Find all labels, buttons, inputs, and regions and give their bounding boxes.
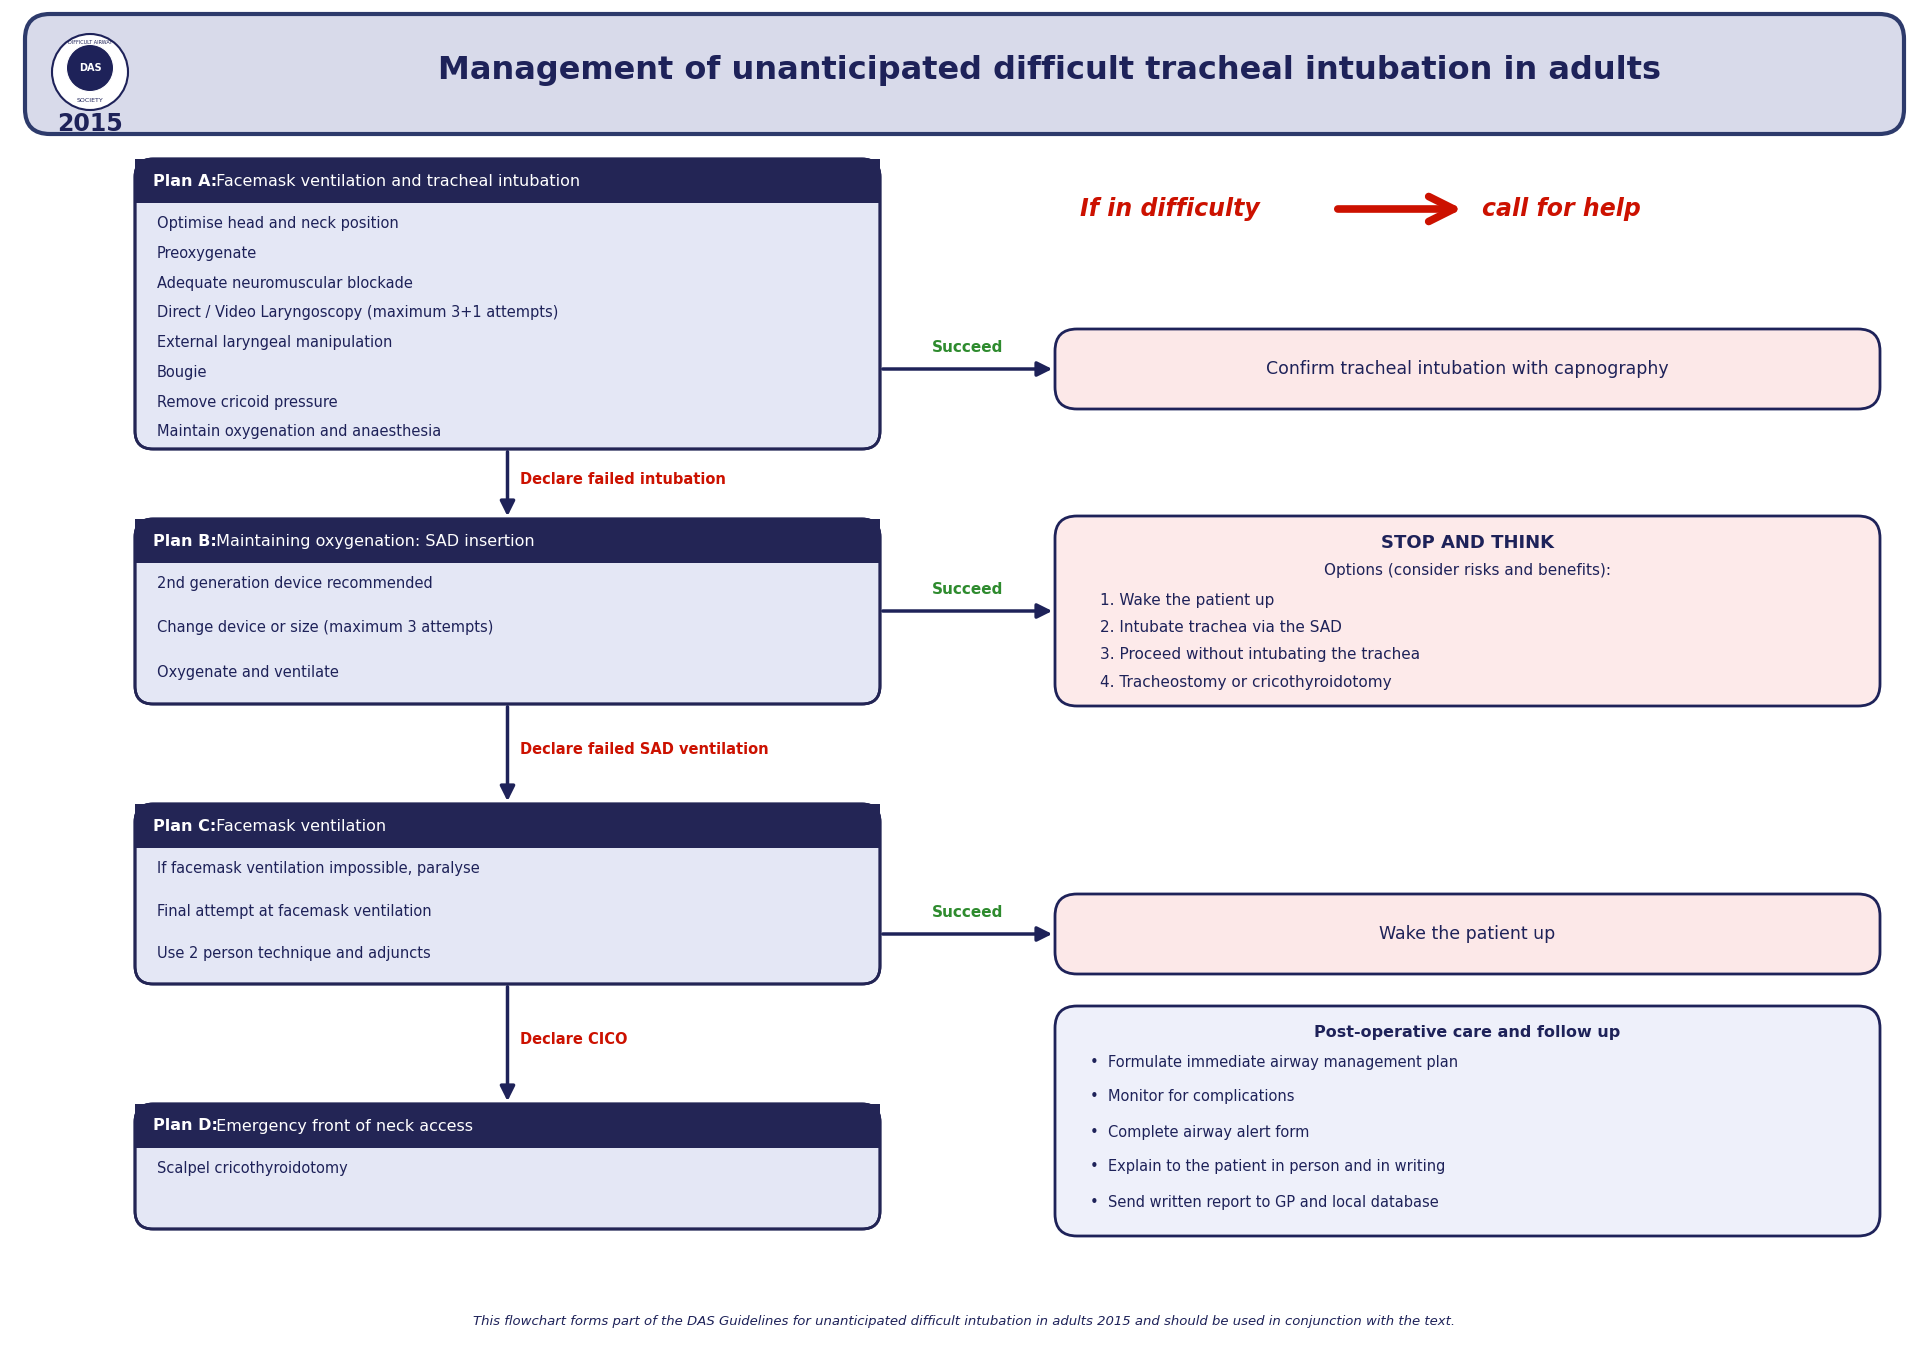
Text: Declare CICO: Declare CICO bbox=[519, 1031, 627, 1046]
Text: External laryngeal manipulation: External laryngeal manipulation bbox=[156, 336, 392, 351]
Text: Options (consider risks and benefits):: Options (consider risks and benefits): bbox=[1323, 563, 1611, 578]
Bar bbox=[135, 803, 880, 848]
Text: Facemask ventilation and tracheal intubation: Facemask ventilation and tracheal intuba… bbox=[210, 173, 581, 188]
Text: 1. Wake the patient up: 1. Wake the patient up bbox=[1100, 593, 1275, 608]
Text: Succeed: Succeed bbox=[932, 904, 1003, 919]
Text: If in difficulty: If in difficulty bbox=[1080, 196, 1260, 221]
Text: Declare failed intubation: Declare failed intubation bbox=[519, 472, 725, 487]
Text: Maintain oxygenation and anaesthesia: Maintain oxygenation and anaesthesia bbox=[156, 424, 442, 439]
Text: SOCIETY: SOCIETY bbox=[77, 98, 104, 104]
FancyBboxPatch shape bbox=[1055, 516, 1881, 707]
Bar bbox=[135, 160, 880, 203]
Text: Confirm tracheal intubation with capnography: Confirm tracheal intubation with capnogr… bbox=[1265, 360, 1669, 378]
Text: Post-operative care and follow up: Post-operative care and follow up bbox=[1314, 1024, 1620, 1039]
Text: •  Send written report to GP and local database: • Send written report to GP and local da… bbox=[1090, 1195, 1439, 1210]
Text: Use 2 person technique and adjuncts: Use 2 person technique and adjuncts bbox=[156, 947, 430, 962]
Text: Preoxygenate: Preoxygenate bbox=[156, 246, 257, 261]
Text: Maintaining oxygenation: SAD insertion: Maintaining oxygenation: SAD insertion bbox=[210, 533, 534, 548]
Text: call for help: call for help bbox=[1481, 196, 1642, 221]
Text: 2nd generation device recommended: 2nd generation device recommended bbox=[156, 576, 432, 591]
FancyBboxPatch shape bbox=[1055, 893, 1881, 974]
Text: Scalpel cricothyroidotomy: Scalpel cricothyroidotomy bbox=[156, 1161, 347, 1176]
FancyBboxPatch shape bbox=[135, 518, 880, 704]
Text: Facemask ventilation: Facemask ventilation bbox=[210, 818, 386, 833]
Text: Plan D:: Plan D: bbox=[152, 1118, 218, 1133]
Text: Wake the patient up: Wake the patient up bbox=[1379, 925, 1555, 943]
Text: Plan B:: Plan B: bbox=[152, 533, 216, 548]
FancyBboxPatch shape bbox=[135, 1103, 880, 1229]
Circle shape bbox=[52, 34, 127, 110]
FancyBboxPatch shape bbox=[135, 160, 880, 449]
Text: Direct / Video Laryngoscopy (maximum 3+1 attempts): Direct / Video Laryngoscopy (maximum 3+1… bbox=[156, 306, 557, 321]
Text: Emergency front of neck access: Emergency front of neck access bbox=[210, 1118, 473, 1133]
Text: Plan A:: Plan A: bbox=[152, 173, 218, 188]
Text: DIFFICULT AIRWAY: DIFFICULT AIRWAY bbox=[68, 40, 112, 45]
Text: This flowchart forms part of the DAS Guidelines for unanticipated difficult intu: This flowchart forms part of the DAS Gui… bbox=[473, 1315, 1456, 1329]
Text: If facemask ventilation impossible, paralyse: If facemask ventilation impossible, para… bbox=[156, 861, 480, 876]
Text: 4. Tracheostomy or cricothyroidotomy: 4. Tracheostomy or cricothyroidotomy bbox=[1100, 675, 1391, 689]
Circle shape bbox=[66, 45, 114, 91]
Text: 2015: 2015 bbox=[58, 112, 123, 136]
Text: Remove cricoid pressure: Remove cricoid pressure bbox=[156, 394, 338, 409]
Text: 3. Proceed without intubating the trachea: 3. Proceed without intubating the trache… bbox=[1100, 648, 1420, 663]
Text: •  Complete airway alert form: • Complete airway alert form bbox=[1090, 1124, 1310, 1139]
FancyBboxPatch shape bbox=[1055, 1007, 1881, 1236]
Text: Plan C:: Plan C: bbox=[152, 818, 216, 833]
Text: Bougie: Bougie bbox=[156, 364, 208, 379]
Text: 2. Intubate trachea via the SAD: 2. Intubate trachea via the SAD bbox=[1100, 621, 1343, 636]
FancyBboxPatch shape bbox=[25, 14, 1904, 134]
Text: •  Formulate immediate airway management plan: • Formulate immediate airway management … bbox=[1090, 1054, 1458, 1069]
Bar bbox=[135, 518, 880, 563]
Text: Final attempt at facemask ventilation: Final attempt at facemask ventilation bbox=[156, 904, 432, 919]
Text: Adequate neuromuscular blockade: Adequate neuromuscular blockade bbox=[156, 276, 413, 291]
Text: Succeed: Succeed bbox=[932, 340, 1003, 355]
Text: Oxygenate and ventilate: Oxygenate and ventilate bbox=[156, 664, 340, 679]
Text: DAS: DAS bbox=[79, 63, 102, 74]
Text: Change device or size (maximum 3 attempts): Change device or size (maximum 3 attempt… bbox=[156, 621, 494, 636]
Text: •  Monitor for complications: • Monitor for complications bbox=[1090, 1090, 1294, 1105]
Bar bbox=[135, 1103, 880, 1148]
Text: Optimise head and neck position: Optimise head and neck position bbox=[156, 216, 399, 231]
Text: •  Explain to the patient in person and in writing: • Explain to the patient in person and i… bbox=[1090, 1159, 1445, 1174]
Text: STOP AND THINK: STOP AND THINK bbox=[1381, 533, 1555, 552]
Text: Succeed: Succeed bbox=[932, 582, 1003, 597]
Text: Management of unanticipated difficult tracheal intubation in adults: Management of unanticipated difficult tr… bbox=[438, 55, 1661, 86]
FancyBboxPatch shape bbox=[1055, 329, 1881, 409]
Text: Declare failed SAD ventilation: Declare failed SAD ventilation bbox=[519, 742, 768, 757]
FancyBboxPatch shape bbox=[135, 803, 880, 983]
